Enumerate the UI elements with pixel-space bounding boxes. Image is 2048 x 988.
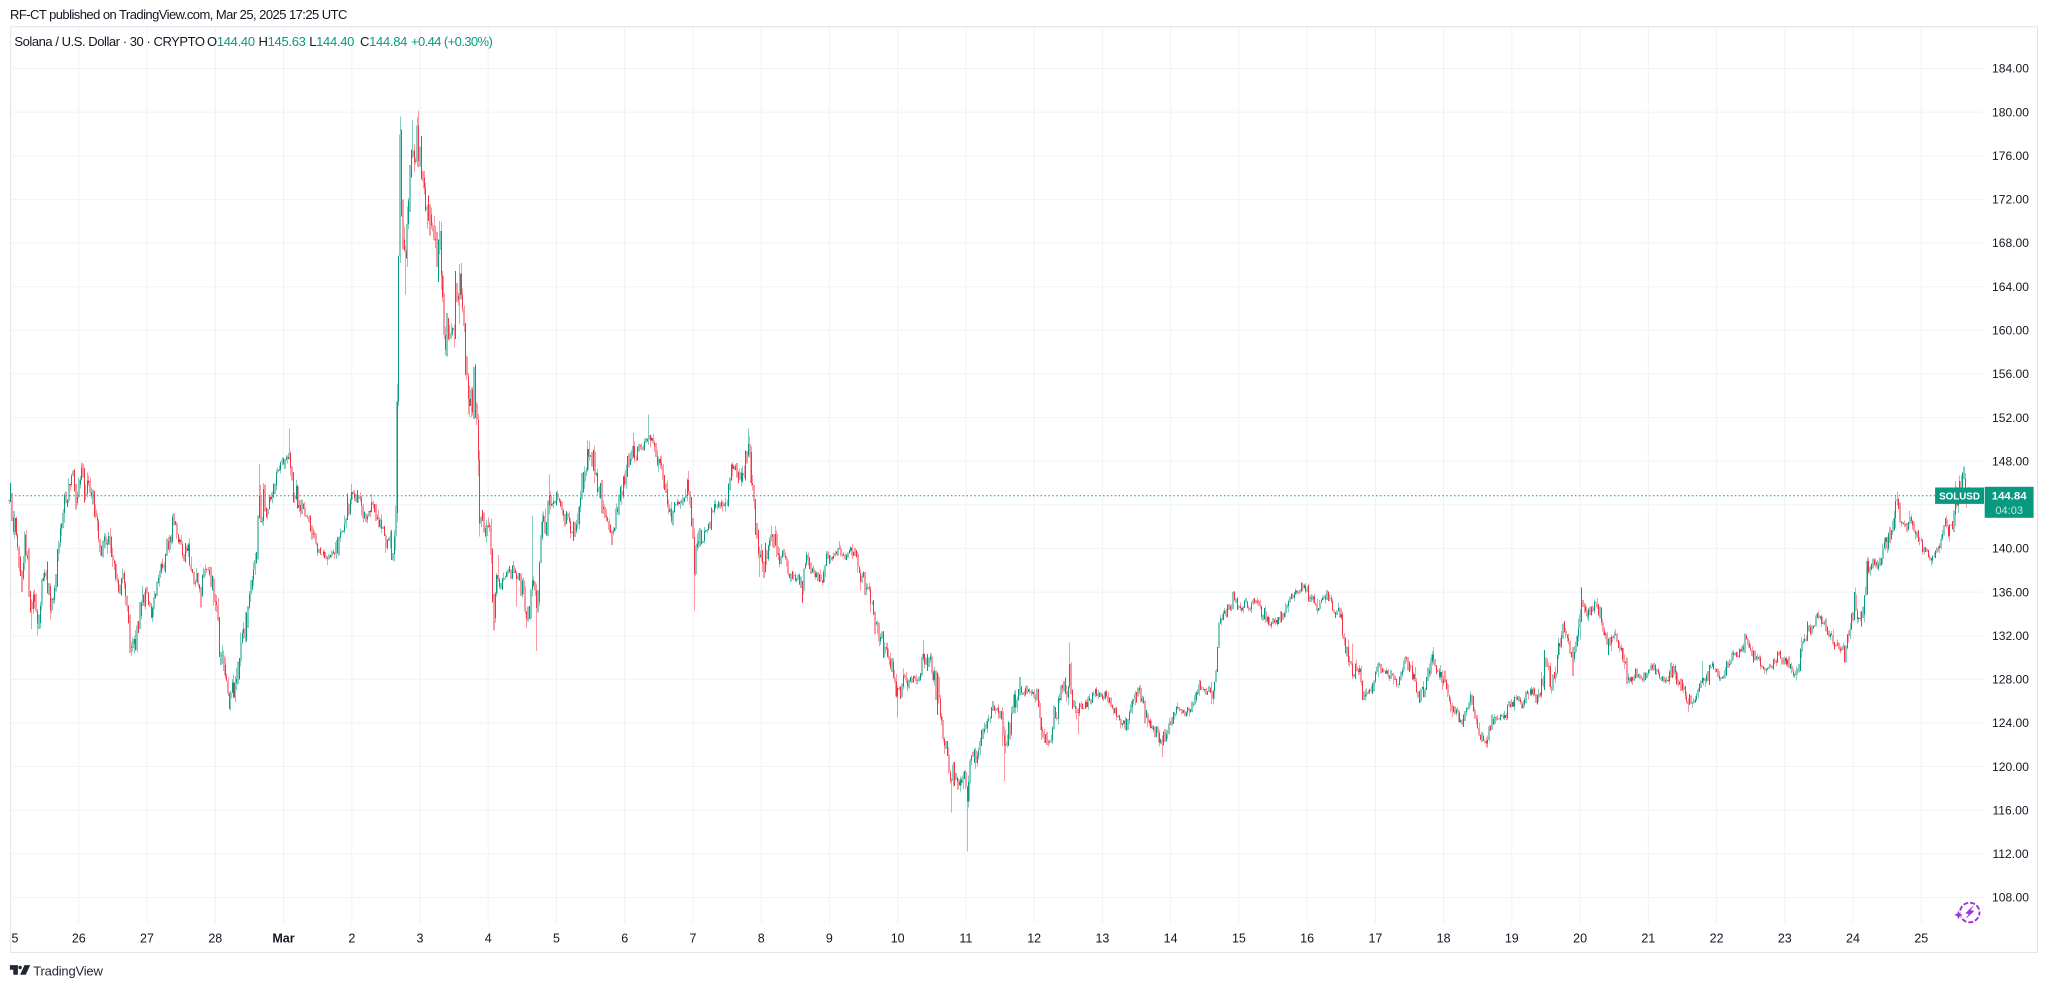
svg-text:7: 7 <box>690 932 697 946</box>
svg-text:9: 9 <box>826 932 833 946</box>
svg-text:164.00: 164.00 <box>1992 280 2029 294</box>
svg-text:24: 24 <box>1846 932 1860 946</box>
svg-text:16: 16 <box>1300 932 1314 946</box>
svg-text:23: 23 <box>1778 932 1792 946</box>
svg-text:21: 21 <box>1641 932 1655 946</box>
svg-text:13: 13 <box>1095 932 1109 946</box>
svg-text:124.00: 124.00 <box>1992 716 2029 730</box>
svg-text:11: 11 <box>959 932 972 946</box>
svg-text:TradingView: TradingView <box>33 963 103 978</box>
svg-text:172.00: 172.00 <box>1992 193 2029 207</box>
svg-text:18: 18 <box>1437 932 1451 946</box>
svg-text:12: 12 <box>1027 932 1041 946</box>
svg-text:184.00: 184.00 <box>1992 62 2029 76</box>
svg-text:152.00: 152.00 <box>1992 411 2029 425</box>
svg-text:15: 15 <box>1232 932 1246 946</box>
svg-text:148.00: 148.00 <box>1992 454 2029 468</box>
svg-text:8: 8 <box>758 932 765 946</box>
svg-text:10: 10 <box>891 932 905 946</box>
svg-text:28: 28 <box>208 932 222 946</box>
svg-text:22: 22 <box>1710 932 1724 946</box>
svg-text:2: 2 <box>348 932 355 946</box>
svg-text:20: 20 <box>1573 932 1587 946</box>
svg-text:5: 5 <box>553 932 560 946</box>
svg-text:180.00: 180.00 <box>1992 105 2029 119</box>
svg-text:136.00: 136.00 <box>1992 585 2029 599</box>
svg-text:19: 19 <box>1505 932 1519 946</box>
svg-text:3: 3 <box>417 932 424 946</box>
svg-text:144.84: 144.84 <box>1992 491 2028 503</box>
svg-text:116.00: 116.00 <box>1992 803 2028 817</box>
svg-text:112.00: 112.00 <box>1992 847 2028 861</box>
svg-text:160.00: 160.00 <box>1992 324 2029 338</box>
svg-text:128.00: 128.00 <box>1992 673 2029 687</box>
svg-text:6: 6 <box>621 932 628 946</box>
svg-text:140.00: 140.00 <box>1992 542 2029 556</box>
svg-text:132.00: 132.00 <box>1992 629 2029 643</box>
svg-text:SOLUSD: SOLUSD <box>1939 491 1980 502</box>
svg-text:176.00: 176.00 <box>1992 149 2029 163</box>
svg-text:27: 27 <box>140 932 154 946</box>
svg-text:17: 17 <box>1368 932 1382 946</box>
svg-text:Mar: Mar <box>272 932 294 946</box>
svg-text:04:03: 04:03 <box>1995 505 2023 517</box>
svg-text:168.00: 168.00 <box>1992 236 2029 250</box>
svg-text:26: 26 <box>72 932 86 946</box>
svg-text:156.00: 156.00 <box>1992 367 2029 381</box>
svg-text:108.00: 108.00 <box>1992 891 2029 905</box>
svg-text:120.00: 120.00 <box>1992 760 2029 774</box>
svg-text:4: 4 <box>485 932 492 946</box>
svg-text:25: 25 <box>1914 932 1928 946</box>
svg-text:14: 14 <box>1164 932 1178 946</box>
svg-text:5: 5 <box>12 932 19 946</box>
